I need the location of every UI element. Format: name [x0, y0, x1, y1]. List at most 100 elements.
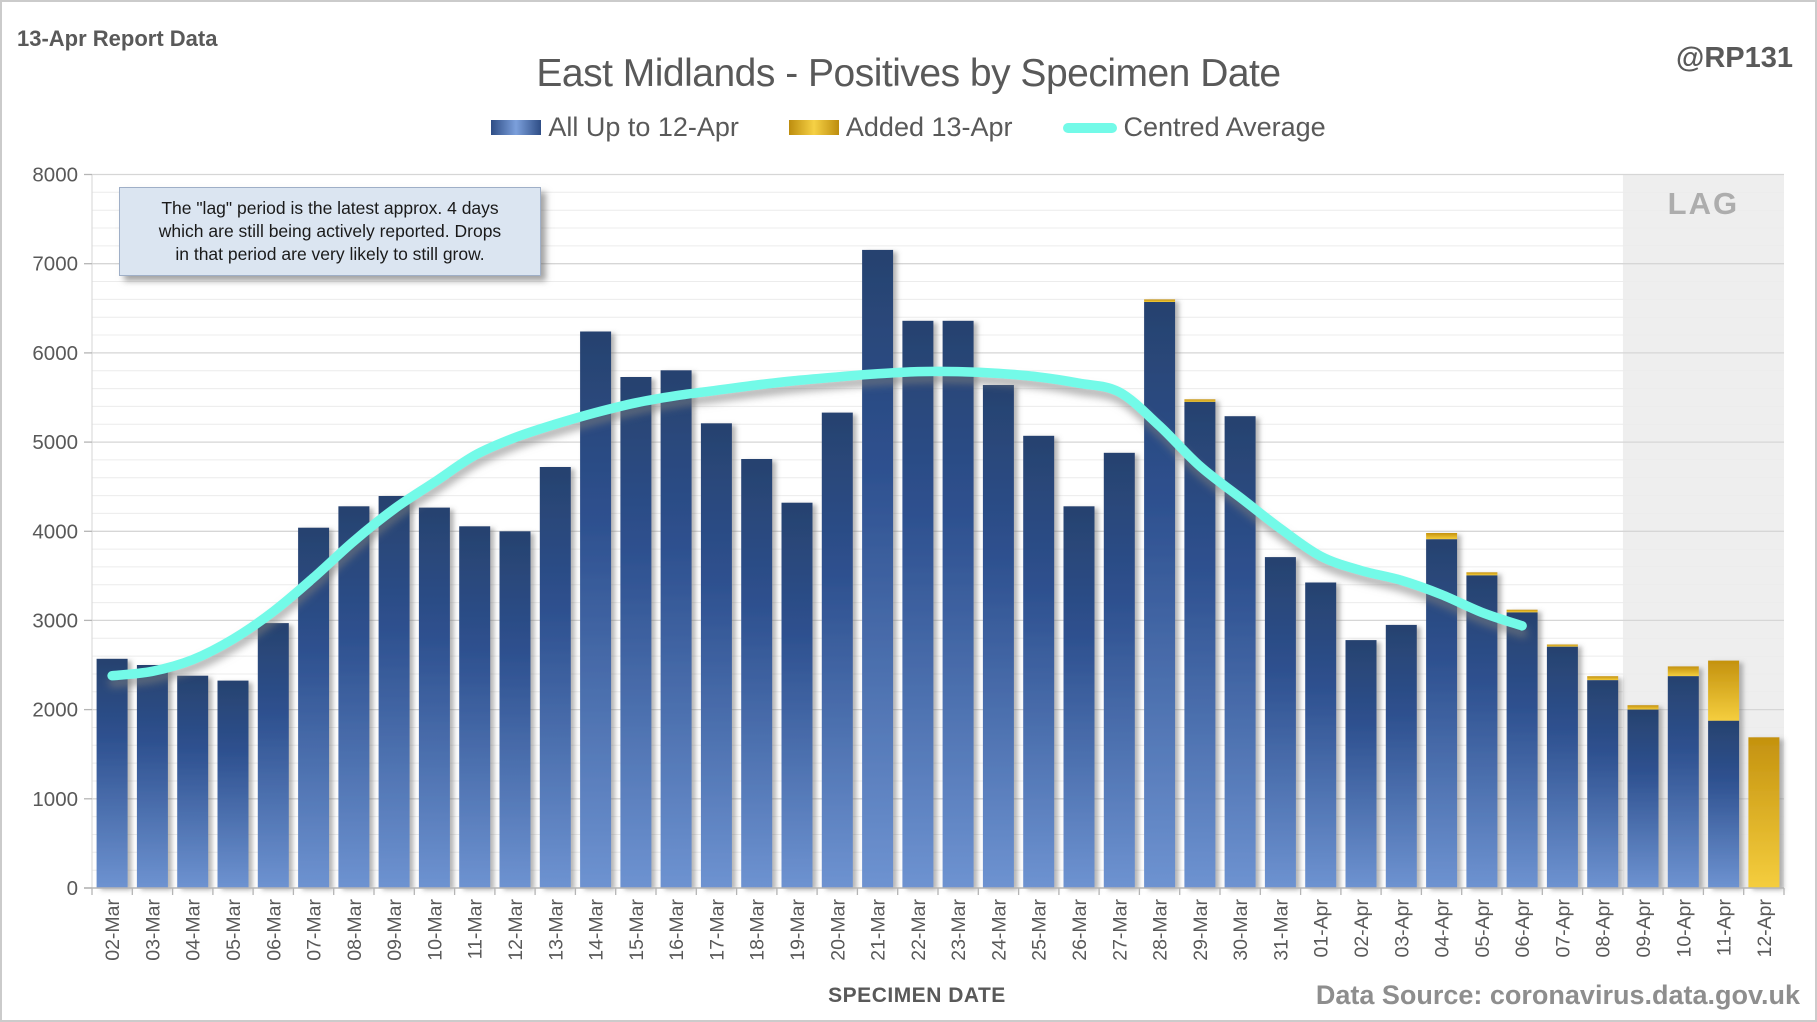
legend-label-all-up-to: All Up to 12-Apr — [548, 112, 739, 142]
legend-label-added: Added 13-Apr — [845, 112, 1013, 142]
bar-07-Apr — [1546, 646, 1578, 888]
y-axis-label: 0 — [67, 877, 78, 900]
x-axis-label-02-Mar: 02-Mar — [102, 899, 124, 961]
bar-09-Mar — [378, 496, 410, 888]
bar-03-Mar — [136, 665, 168, 888]
lag-annotation-line-2: which are still being actively reported.… — [158, 220, 502, 241]
x-axis-label-15-Mar: 15-Mar — [626, 899, 648, 961]
bar-03-Apr — [1385, 624, 1417, 888]
x-axis-label-09-Mar: 09-Mar — [384, 899, 406, 961]
bar-18-Mar — [741, 459, 773, 888]
y-axis-label: 1000 — [32, 788, 78, 811]
x-axis-label-18-Mar: 18-Mar — [747, 899, 769, 961]
x-axis-label-03-Apr: 03-Apr — [1391, 898, 1413, 957]
x-axis-label-29-Mar: 29-Mar — [1190, 899, 1212, 961]
bar-26-Mar — [1063, 506, 1095, 888]
x-axis-label-24-Mar: 24-Mar — [988, 899, 1010, 961]
legend-item-centred-average: Centred Average — [1062, 112, 1326, 143]
y-axis-label: 8000 — [32, 164, 78, 187]
legend-item-added: Added 13-Apr — [788, 112, 1013, 143]
x-axis-label-25-Mar: 25-Mar — [1029, 899, 1051, 961]
bar-added-05-Apr — [1466, 572, 1498, 576]
bar-added-10-Apr — [1667, 666, 1699, 677]
lag-annotation-line-3: in that period are very likely to still … — [175, 243, 485, 264]
bar-12-Mar — [499, 531, 531, 889]
x-axis-label-27-Mar: 27-Mar — [1109, 899, 1131, 961]
bar-21-Mar — [862, 249, 894, 888]
x-axis-label-07-Mar: 07-Mar — [304, 899, 326, 961]
bar-05-Mar — [217, 680, 249, 888]
y-axis-label: 6000 — [32, 342, 78, 365]
y-axis-label: 2000 — [32, 699, 78, 722]
x-axis-label-30-Mar: 30-Mar — [1230, 899, 1252, 961]
x-axis-label-13-Mar: 13-Mar — [545, 899, 567, 961]
centred-average-line — [107, 366, 1527, 681]
bar-added-11-Apr — [1708, 660, 1740, 721]
y-axis-label: 4000 — [32, 520, 78, 543]
bar-01-Apr — [1305, 582, 1337, 888]
bar-31-Mar — [1264, 557, 1296, 888]
x-axis-label-08-Apr: 08-Apr — [1593, 898, 1615, 957]
bar-05-Apr — [1466, 575, 1498, 888]
legend-swatch-gold-bar — [788, 120, 839, 135]
bar-09-Apr — [1627, 709, 1659, 888]
x-axis-label-12-Apr: 12-Apr — [1754, 898, 1776, 957]
x-axis-label-04-Mar: 04-Mar — [183, 899, 205, 961]
legend-swatch-blue-bar — [491, 120, 542, 135]
legend-item-all-up-to: All Up to 12-Apr — [491, 112, 739, 143]
x-axis-title: SPECIMEN DATE — [828, 984, 1006, 1007]
bars-series — [96, 249, 1780, 889]
x-axis-label-21-Mar: 21-Mar — [868, 899, 890, 961]
bar-02-Mar — [96, 658, 128, 888]
bar-11-Apr — [1708, 720, 1740, 888]
x-axis-label-09-Apr: 09-Apr — [1633, 898, 1655, 957]
x-axis-label-20-Mar: 20-Mar — [827, 899, 849, 961]
x-axis-label-06-Mar: 06-Mar — [263, 899, 285, 961]
bar-28-Mar — [1144, 302, 1176, 888]
y-axis-label: 5000 — [32, 431, 78, 454]
x-axis-label-31-Mar: 31-Mar — [1270, 899, 1292, 961]
x-axis-label-04-Apr: 04-Apr — [1432, 898, 1454, 957]
bar-20-Mar — [821, 412, 853, 888]
bar-added-09-Apr — [1627, 705, 1659, 710]
bar-added-29-Mar — [1184, 399, 1216, 402]
lag-region-label: LAG — [1668, 186, 1739, 221]
bar-19-Mar — [781, 502, 813, 888]
author-handle: @RP131 — [1676, 42, 1793, 74]
bar-06-Apr — [1506, 612, 1538, 888]
x-axis-label-22-Mar: 22-Mar — [908, 899, 930, 961]
x-axis-label-16-Mar: 16-Mar — [666, 899, 688, 961]
x-axis-label-05-Mar: 05-Mar — [223, 899, 245, 961]
minor-gridlines — [92, 191, 1784, 871]
bar-08-Apr — [1587, 680, 1619, 888]
bar-27-Mar — [1103, 452, 1135, 888]
data-source-label: Data Source: coronavirus.data.gov.uk — [1316, 980, 1801, 1010]
x-axis-label-11-Apr: 11-Apr — [1714, 899, 1736, 957]
bar-10-Mar — [418, 507, 450, 888]
lag-annotation-box: The "lag" period is the latest approx. 4… — [119, 187, 541, 276]
x-axis-label-03-Mar: 03-Mar — [142, 899, 164, 961]
bar-added-06-Apr — [1506, 609, 1538, 613]
chart-title: East Midlands - Positives by Specimen Da… — [536, 52, 1281, 95]
bar-10-Apr — [1667, 676, 1699, 888]
bar-15-Mar — [620, 377, 652, 888]
bar-25-Mar — [1023, 435, 1055, 888]
bar-added-28-Mar — [1144, 299, 1176, 303]
x-axis-label-05-Apr: 05-Apr — [1472, 898, 1494, 957]
bar-06-Mar — [257, 623, 289, 888]
bar-29-Mar — [1184, 401, 1216, 888]
bar-02-Apr — [1345, 640, 1377, 888]
x-axis-label-02-Apr: 02-Apr — [1351, 898, 1373, 957]
bar-17-Mar — [700, 423, 732, 888]
x-axis-label-14-Mar: 14-Mar — [586, 899, 608, 961]
x-axis-label-10-Apr: 10-Apr — [1673, 898, 1695, 957]
bar-13-Mar — [539, 467, 571, 888]
bar-added-07-Apr — [1546, 644, 1578, 647]
x-axis-label-10-Mar: 10-Mar — [424, 899, 446, 961]
bar-23-Mar — [942, 320, 974, 888]
x-axis-label-11-Mar: 11-Mar — [465, 899, 487, 960]
x-axis-label-01-Apr: 01-Apr — [1311, 898, 1333, 957]
x-axis-label-19-Mar: 19-Mar — [787, 899, 809, 961]
